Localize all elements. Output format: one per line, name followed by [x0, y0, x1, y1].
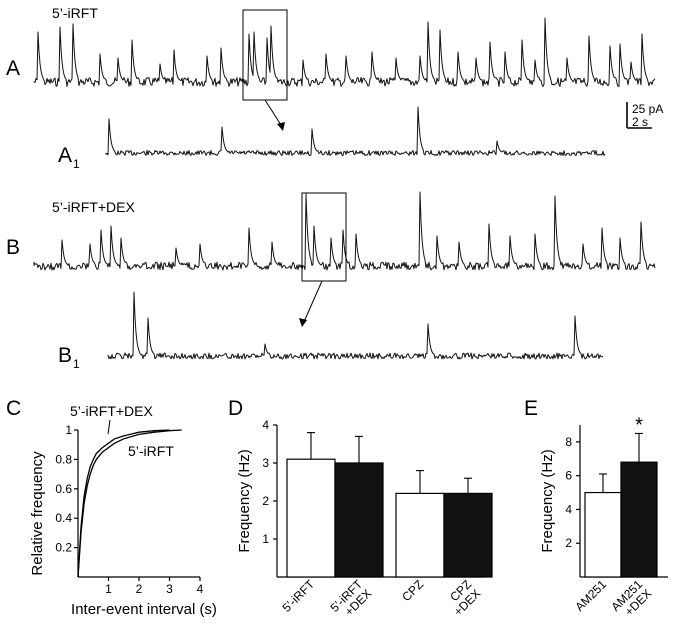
- e-category-label-line: AM251: [572, 577, 609, 614]
- d-bar: [443, 492, 493, 578]
- c-y-tick-label: 0.6: [55, 482, 72, 496]
- scale-bar: 25 pA 2 s: [626, 102, 663, 129]
- trace-a-label: 5’-iRFT: [52, 5, 98, 21]
- e-y-tick-label: 6: [565, 469, 572, 483]
- panel-letter-b1: B: [58, 344, 72, 367]
- zoom-arrowhead-a: [277, 122, 285, 131]
- d-y-axis-title: Frequency (Hz): [236, 449, 253, 552]
- c-y-tick-label: 1: [65, 423, 72, 437]
- chart-d: 1 2 3 4 Frequency (Hz) 5’-iRFT 5’-iRFT+DEX CPZ C…: [236, 418, 493, 624]
- trace-b: [33, 191, 656, 271]
- panel-letter-a1: A: [58, 144, 72, 167]
- c-x-tick-label: 3: [166, 582, 173, 596]
- panel-letter-c: C: [6, 397, 21, 420]
- panel-letter-b1-subscript: 1: [73, 357, 80, 371]
- c-x-tick-label: 2: [136, 582, 143, 596]
- zoom-box-b: [301, 192, 347, 282]
- chart-e: 2 4 6 8 Frequency (Hz) AM251 * AM251+DEX: [539, 414, 668, 623]
- e-category-label: AM251: [572, 577, 609, 614]
- chart-c: 1 2 3 4 0.2 0.4 0.6 0.8 1 Inter-event interval (s…: [29, 403, 217, 618]
- c-series-line: [77, 429, 182, 578]
- c-series-line: [77, 429, 170, 578]
- e-y-tick-label: 4: [565, 502, 572, 516]
- e-y-tick-label: 8: [565, 435, 572, 449]
- trace-b1: [107, 291, 604, 360]
- d-category-label: 5’-iRFT: [279, 577, 317, 615]
- d-category-label: CPZ+DEX: [442, 577, 483, 618]
- c-y-axis-title: Relative frequency: [29, 451, 46, 576]
- c-series-label: 5’-iRFT: [128, 443, 174, 459]
- zoom-arrow-b: [302, 280, 323, 325]
- trace-a1: [105, 106, 606, 156]
- d-bar: [286, 458, 336, 578]
- d-y-tick-label: 3: [262, 456, 269, 470]
- panel-letter-e: E: [524, 397, 538, 420]
- e-bar: [620, 461, 658, 578]
- panel-letter-a1-subscript: 1: [73, 157, 80, 171]
- zoom-box-a: [242, 9, 288, 101]
- trace-a: [33, 17, 656, 87]
- c-series-pointer: [107, 419, 111, 435]
- e-category-label: AM251+DEX: [608, 577, 654, 623]
- scale-bar-amplitude: 25 pA: [632, 102, 663, 116]
- c-x-tick-label: 1: [105, 582, 112, 596]
- c-x-tick-label: 4: [197, 582, 204, 596]
- d-bar: [334, 462, 384, 578]
- d-y-tick-label: 2: [262, 494, 269, 508]
- c-series-label: 5’-iRFT+DEX: [70, 403, 154, 419]
- e-bar: [584, 491, 622, 578]
- trace-b-label: 5’-iRFT+DEX: [52, 199, 136, 215]
- e-significance-mark: *: [635, 414, 643, 436]
- e-y-axis-title: Frequency (Hz): [539, 449, 556, 552]
- scale-bar-time: 2 s: [632, 115, 648, 129]
- c-y-tick-label: 0.2: [55, 541, 72, 555]
- d-y-tick-label: 4: [262, 418, 269, 432]
- e-y-tick-label: 2: [565, 536, 572, 550]
- panel-letter-a: A: [6, 57, 20, 80]
- panel-letter-b: B: [6, 236, 20, 259]
- c-y-tick-label: 0.8: [55, 452, 72, 466]
- d-category-label: CPZ: [399, 577, 426, 604]
- d-category-label-line: CPZ: [399, 577, 426, 604]
- d-category-label: 5’-iRFT+DEX: [327, 577, 374, 624]
- d-category-label-line: 5’-iRFT: [279, 577, 317, 615]
- c-y-tick-label: 0.4: [55, 511, 72, 525]
- c-x-axis-title: Inter-event interval (s): [71, 601, 217, 618]
- zoom-arrowhead-b: [299, 318, 307, 327]
- panel-letter-d: D: [228, 397, 243, 420]
- d-y-tick-label: 1: [262, 532, 269, 546]
- d-bar: [395, 492, 445, 578]
